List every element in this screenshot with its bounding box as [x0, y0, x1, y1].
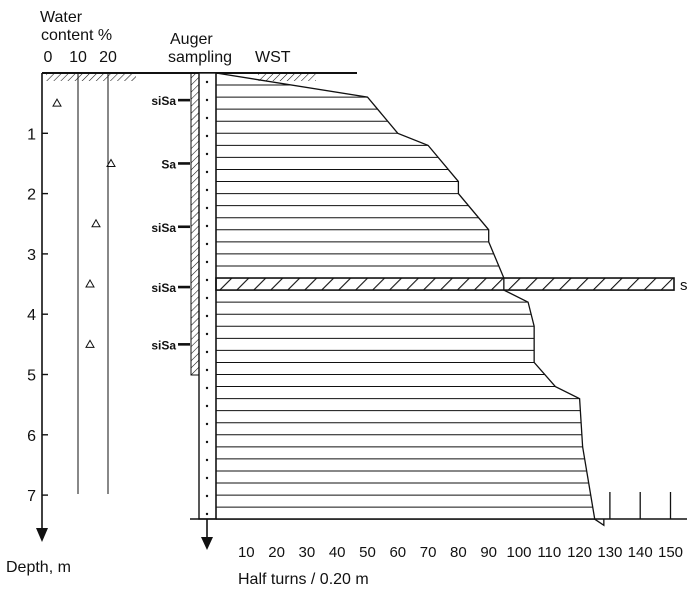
- half-turns-tick-30: 30: [299, 544, 316, 561]
- rod-dot: [205, 422, 209, 426]
- depth-tick-3: 3: [27, 247, 36, 264]
- half-turns-tick-130: 130: [597, 544, 622, 561]
- half-turns-tick-40: 40: [329, 544, 346, 561]
- rod-dot: [205, 368, 209, 372]
- auger-rod: [198, 72, 217, 520]
- water-content-point-1: [52, 98, 62, 107]
- rod-dot: [205, 206, 209, 210]
- wst-title: WST: [255, 49, 291, 66]
- water-content-tick-labels: 0 10 20: [44, 49, 117, 66]
- rod-dot: [205, 170, 209, 174]
- half-turns-tick-10: 10: [238, 544, 255, 561]
- water-content-point-4: [85, 279, 95, 288]
- water-content-title-line1: Water: [40, 9, 83, 26]
- depth-tick-2: 2: [27, 187, 36, 204]
- rod-dot: [205, 386, 209, 390]
- rod-dot: [205, 458, 209, 462]
- half-turns-tick-100: 100: [506, 544, 531, 561]
- rod-dot: [205, 332, 209, 336]
- water-content-point-5: [85, 339, 95, 348]
- rod-dot: [205, 278, 209, 282]
- half-turns-tick-labels: 10 20 30 40 50 60 70 80 90 100 110 120 130 140 150: [238, 492, 683, 561]
- rod-dot: [205, 260, 209, 264]
- half-turns-tick-120: 120: [567, 544, 592, 561]
- depth-axis-arrow: [36, 528, 48, 542]
- stiff-layer-band: [215, 277, 675, 291]
- rod-dot: [205, 188, 209, 192]
- water-content-tick-0: 0: [44, 49, 53, 66]
- water-content-gridlines: [77, 73, 109, 494]
- soil-sample-label-2: Sa: [161, 157, 176, 171]
- water-content-title-line2: content %: [41, 27, 112, 44]
- water-content-tick-20: 20: [99, 49, 117, 66]
- water-content-points: [52, 98, 116, 348]
- rod-dot: [205, 98, 209, 102]
- rod-dot: [205, 512, 209, 516]
- stiff-layer-label: s: [680, 277, 688, 294]
- half-turns-tick-90: 90: [480, 544, 497, 561]
- depth-tick-5: 5: [27, 368, 36, 385]
- depth-tick-labels: 1 2 3 4 5 6 7: [27, 126, 48, 505]
- rod-dot: [205, 116, 209, 120]
- rod-dot: [205, 440, 209, 444]
- rod-dot: [205, 242, 209, 246]
- ground-surface-hatch-wst: [258, 74, 316, 81]
- rod-dot: [205, 80, 209, 84]
- half-turns-tick-80: 80: [450, 544, 467, 561]
- half-turns-tick-60: 60: [389, 544, 406, 561]
- auger-title-line2: sampling: [168, 49, 232, 66]
- rod-dot: [205, 404, 209, 408]
- half-turns-tick-50: 50: [359, 544, 376, 561]
- depth-tick-7: 7: [27, 488, 36, 505]
- depth-tick-4: 4: [27, 307, 36, 324]
- wst-profile-outline: [215, 72, 605, 527]
- auger-sample-hatched-strip: [190, 72, 200, 376]
- half-turns-tick-70: 70: [420, 544, 437, 561]
- auger-rod-arrow: [201, 537, 213, 550]
- soil-sample-label-1: siSa: [151, 94, 176, 108]
- soil-sample-label-3: siSa: [151, 221, 176, 235]
- rod-dot: [205, 152, 209, 156]
- rod-dot: [205, 296, 209, 300]
- half-turns-axis-label: Half turns / 0.20 m: [238, 571, 369, 588]
- depth-tick-6: 6: [27, 428, 36, 445]
- soil-sample-label-5: siSa: [151, 338, 176, 352]
- half-turns-tick-150: 150: [658, 544, 683, 561]
- soil-sample-label-4: siSa: [151, 281, 176, 295]
- auger-rod-dots: [205, 80, 209, 516]
- rod-dot: [205, 224, 209, 228]
- half-turns-tick-110: 110: [537, 544, 561, 561]
- half-turns-tick-20: 20: [268, 544, 285, 561]
- ground-surface-hatch-left: [46, 74, 136, 81]
- rod-dot: [205, 494, 209, 498]
- water-content-point-3: [91, 218, 101, 228]
- wst-penetration-rows: [215, 73, 595, 520]
- depth-tick-1: 1: [27, 126, 36, 143]
- depth-axis-label: Depth, m: [6, 559, 71, 576]
- half-turns-tick-140: 140: [628, 544, 653, 561]
- rod-dot: [205, 314, 209, 318]
- rod-dot: [205, 350, 209, 354]
- water-content-tick-10: 10: [69, 49, 87, 66]
- rod-dot: [205, 134, 209, 138]
- rod-dot: [205, 476, 209, 480]
- auger-title-line1: Auger: [170, 31, 213, 48]
- water-content-point-2: [106, 158, 116, 167]
- soil-sample-markers: siSa Sa siSa siSa siSa: [151, 94, 190, 352]
